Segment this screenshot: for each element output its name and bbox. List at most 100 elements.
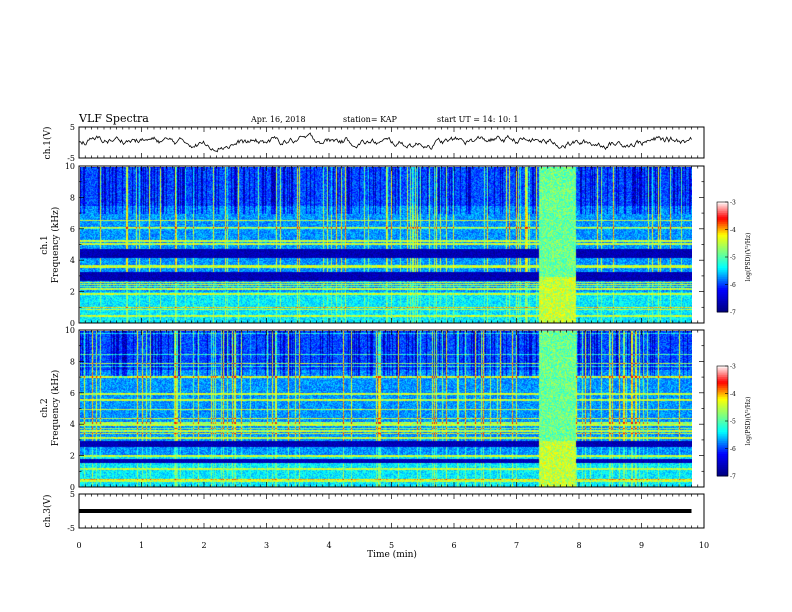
colorbar-segment [717, 308, 728, 311]
x-tick-label: 8 [576, 541, 581, 550]
ch3-voltage-axis-label: ch.3(V) [42, 495, 53, 528]
y-tick-label: 2 [70, 288, 75, 297]
colorbar-segment [717, 380, 728, 383]
ch3-waveform-panel: 5 -50 1 2 3 4 5 6 7 8 9 10 [67, 490, 709, 550]
colorbar-segment [717, 406, 728, 409]
colorbar-segment [717, 225, 728, 229]
colorbar-segment [717, 411, 728, 415]
ch1-colorbar: -3 -4 -5 -6 -7 [716, 200, 736, 317]
colorbar-segment [717, 202, 728, 205]
colorbar-segment [717, 224, 728, 227]
colorbar-segment [717, 378, 728, 382]
colorbar-segment [717, 446, 728, 449]
colorbar-segment [717, 257, 728, 260]
ch1-spectrogram-panel: 0 2 4 6 8 10 [65, 162, 705, 328]
colorbar-tick-label: -3 [730, 200, 736, 207]
y-tick-label: 4 [70, 256, 75, 265]
colorbar-segment [717, 375, 728, 378]
colorbar-segment [717, 293, 728, 296]
ch1-waveform-panel: 5 -5 [67, 123, 705, 163]
x-tick-label: 0 [76, 541, 81, 550]
colorbar-segment [717, 417, 728, 420]
time-axis-label: Time (min) [367, 549, 417, 560]
colorbar-segment [717, 238, 728, 241]
colorbar-segment [717, 284, 728, 287]
colorbar-segment [717, 367, 728, 371]
colorbar-segment [717, 450, 728, 453]
colorbar-segment [717, 211, 728, 214]
y-tick-label: 10 [65, 162, 75, 171]
y-tick-label: 4 [70, 420, 75, 429]
colorbar-segment [717, 439, 728, 442]
ch2-colorbar: -3 -4 -5 -6 -7 [716, 364, 736, 481]
colorbar-segment [717, 399, 728, 402]
colorbar-segment [717, 251, 728, 254]
y-tick-label: -5 [67, 524, 75, 533]
colorbar-segment [717, 279, 728, 282]
colorbar-segment [717, 426, 728, 429]
colorbar-segment [717, 247, 728, 251]
colorbar-segment [717, 397, 728, 400]
colorbar-segment [717, 415, 728, 418]
colorbar-segment [717, 288, 728, 291]
colorbar-segment [717, 395, 728, 398]
colorbar-tick-label: -3 [730, 364, 736, 371]
colorbar-segment [717, 282, 728, 285]
colorbar-segment [717, 377, 728, 380]
colorbar-segment [717, 393, 728, 396]
colorbar-segment [717, 435, 728, 438]
colorbar-segment [717, 242, 728, 245]
colorbar-segment [717, 205, 728, 208]
start-time-label: start UT = 14: 10: 1 [437, 115, 518, 124]
colorbar-segment [717, 384, 728, 387]
colorbar-segment [717, 428, 728, 431]
colorbar-segment [717, 268, 728, 271]
colorbar-segment [717, 290, 728, 293]
colorbar-segment [717, 266, 728, 269]
colorbar-segment [717, 386, 728, 389]
colorbar-segment [717, 275, 728, 278]
colorbar-segment [717, 258, 728, 262]
colorbar-segment [717, 459, 728, 462]
colorbar-segment [717, 413, 728, 416]
colorbar-segment [717, 216, 728, 219]
colorbar-segment [717, 253, 728, 256]
y-tick-label: 8 [70, 357, 75, 366]
colorbar-segment [717, 244, 728, 247]
colorbar-segment [717, 236, 728, 240]
colorbar-segment [717, 249, 728, 252]
colorbar-segment [717, 235, 728, 238]
colorbar-tick-label: -7 [730, 474, 736, 481]
colorbar-segment [717, 457, 728, 460]
colorbar-segment [717, 271, 728, 274]
colorbar-segment [717, 220, 728, 223]
colorbar-segment [717, 295, 728, 298]
spectrogram-heatmap-image [80, 167, 692, 323]
y-tick-label: 10 [65, 326, 75, 335]
y-tick-label: 2 [70, 452, 75, 461]
colorbar-segment [717, 260, 728, 263]
colorbar-segment [717, 280, 728, 284]
colorbar-segment [717, 472, 728, 475]
colorbar-segment [717, 448, 728, 451]
colorbar-segment [717, 470, 728, 473]
colorbar-segment [717, 402, 728, 405]
colorbar-segment [717, 373, 728, 376]
x-tick-label: 3 [264, 541, 269, 550]
colorbar-segment [717, 463, 728, 466]
colorbar-segment [717, 229, 728, 232]
colorbar-segment [717, 452, 728, 455]
colorbar-segment [717, 382, 728, 385]
x-tick-label: 4 [326, 541, 331, 550]
figure-title: VLF Spectra [78, 112, 149, 125]
colorbar-segment [717, 444, 728, 448]
colorbar-tick-label: -7 [730, 310, 736, 317]
colorbar-segment [717, 297, 728, 300]
colorbar-tick-label: -5 [730, 419, 736, 426]
colorbar-segment [717, 209, 728, 212]
colorbar-segment [717, 465, 728, 468]
ch1-frequency-axis-label: Frequency (kHz) [50, 207, 61, 284]
colorbar-segment [717, 474, 728, 477]
colorbar-segment [717, 277, 728, 280]
colorbar-tick-label: -4 [730, 227, 736, 234]
